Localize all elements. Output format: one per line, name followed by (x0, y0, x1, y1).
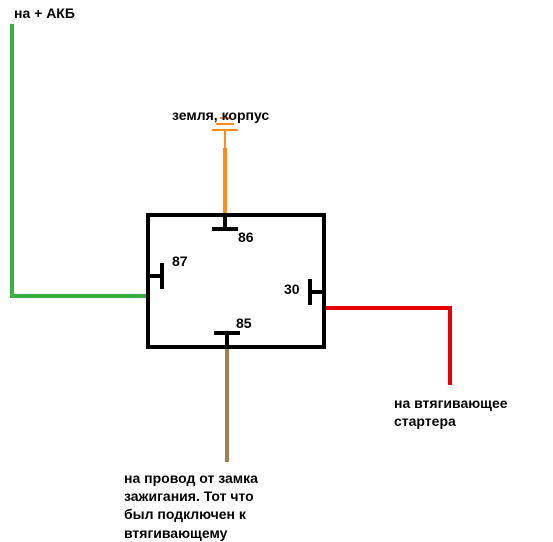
wire-starter (324, 308, 450, 385)
wire-battery (12, 24, 148, 296)
label-pin30: 30 (284, 280, 300, 298)
pin-87 (148, 263, 162, 289)
pin-85 (214, 333, 240, 347)
pin-30 (310, 279, 324, 305)
label-ground: земля, корпус (172, 106, 269, 124)
pin-86 (212, 215, 238, 229)
label-battery: на + АКБ (14, 4, 75, 22)
label-ignition: на провод от замка зажигания. Тот что бы… (124, 469, 258, 542)
circuit-diagram (0, 0, 553, 540)
label-pin87: 87 (172, 252, 188, 270)
label-pin85: 85 (236, 314, 252, 332)
label-pin86: 86 (238, 228, 254, 246)
label-starter: на втягивающее стартера (394, 394, 508, 430)
